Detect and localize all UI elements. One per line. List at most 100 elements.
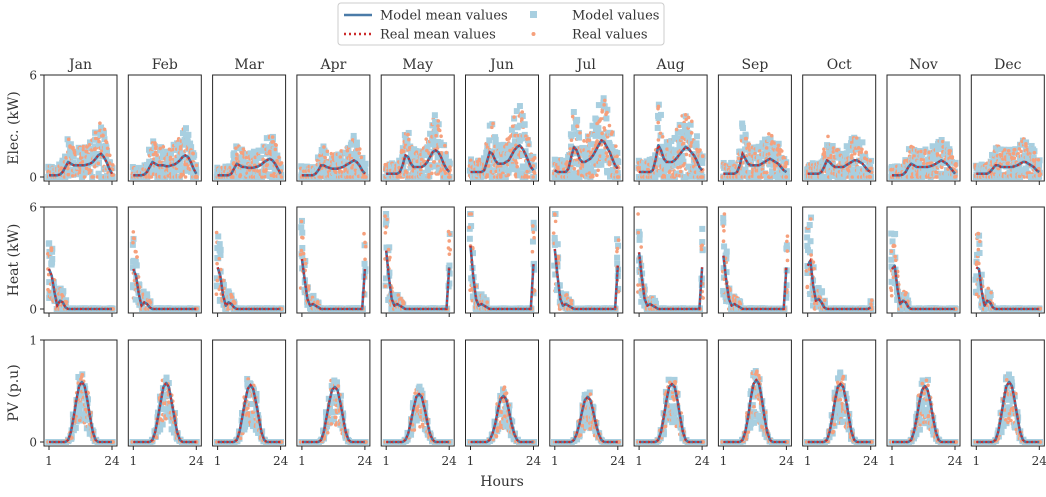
- real-value-point: [765, 146, 769, 150]
- real-value-point: [400, 150, 404, 154]
- real-value-point: [111, 163, 115, 167]
- y-tick-label: 0: [29, 171, 37, 185]
- real-value-point: [606, 154, 610, 158]
- y-tick-label: 0: [29, 303, 37, 317]
- real-value-point: [434, 134, 438, 138]
- real-value-point: [527, 143, 531, 147]
- real-value-point: [101, 133, 105, 137]
- real-value-point: [948, 149, 952, 153]
- real-value-point: [588, 171, 592, 175]
- real-value-point: [50, 246, 54, 250]
- panel-0-6: Jul: [550, 57, 623, 185]
- real-value-point: [679, 170, 683, 174]
- real-value-point: [108, 153, 112, 157]
- real-value-point: [1012, 148, 1016, 152]
- real-value-point: [936, 152, 940, 156]
- real-value-point: [106, 146, 110, 150]
- month-title: Mar: [234, 57, 264, 73]
- legend-label-model-mean: Model mean values: [380, 9, 508, 24]
- model-value-point: [432, 112, 438, 118]
- panel-1-0: 06: [29, 201, 117, 318]
- model-value-point: [354, 140, 360, 146]
- panel-0-11: Dec: [971, 57, 1044, 185]
- real-value-point: [617, 175, 621, 179]
- real-value-point: [586, 134, 590, 138]
- real-value-point: [923, 149, 927, 153]
- real-value-point: [439, 134, 443, 138]
- legend-marker-real-values: [532, 32, 536, 36]
- real-value-point: [940, 166, 944, 170]
- real-value-point: [94, 131, 98, 135]
- real-value-point: [184, 175, 188, 179]
- real-value-point: [155, 153, 159, 157]
- month-title: Apr: [320, 57, 347, 73]
- real-value-point: [1007, 149, 1011, 153]
- month-title: Aug: [656, 57, 685, 73]
- real-value-point: [951, 155, 955, 159]
- real-value-point: [150, 175, 154, 179]
- real-value-point: [169, 156, 173, 160]
- real-value-point: [158, 147, 162, 151]
- real-value-point: [239, 173, 243, 177]
- real-value-point: [779, 148, 783, 152]
- real-value-point: [419, 168, 423, 172]
- real-value-point: [605, 151, 609, 155]
- legend-label-real-values: Real values: [572, 28, 648, 43]
- real-value-point: [857, 146, 861, 150]
- real-value-point: [784, 161, 788, 165]
- model-value-point: [694, 133, 700, 139]
- real-value-point: [515, 165, 519, 169]
- real-value-point: [690, 119, 694, 123]
- real-value-point: [600, 132, 604, 136]
- model-value-point: [655, 125, 661, 131]
- real-value-point: [87, 168, 91, 172]
- model-value-point: [183, 125, 189, 131]
- model-value-point: [859, 139, 865, 145]
- real-value-point: [84, 150, 88, 154]
- model-value-point: [740, 125, 746, 131]
- real-value-point: [835, 149, 839, 153]
- real-value-point: [490, 126, 494, 130]
- panel-0-1: Feb: [128, 57, 201, 185]
- real-value-point: [67, 138, 71, 142]
- real-value-point: [595, 173, 599, 177]
- y-axis-label: Heat (kW): [6, 224, 22, 297]
- real-value-point: [265, 164, 269, 168]
- real-value-point: [326, 149, 330, 153]
- real-value-point: [81, 160, 85, 164]
- model-value-point: [595, 125, 601, 131]
- real-value-point: [436, 119, 440, 123]
- real-value-point: [661, 135, 665, 139]
- real-value-point: [79, 156, 83, 160]
- real-value-point: [675, 128, 679, 132]
- model-value-point: [573, 119, 579, 125]
- legend-label-model-values: Model values: [572, 9, 659, 24]
- real-value-point: [277, 156, 281, 160]
- month-title: Sep: [741, 57, 768, 73]
- real-value-point: [275, 159, 279, 163]
- model-value-point: [603, 115, 609, 121]
- real-value-point: [701, 154, 705, 158]
- model-value-point: [218, 247, 224, 253]
- month-title: Jul: [575, 57, 597, 73]
- real-value-point: [359, 156, 363, 160]
- real-value-point: [570, 138, 574, 142]
- real-value-point: [83, 175, 87, 179]
- real-value-point: [339, 155, 343, 159]
- real-value-point: [229, 293, 233, 297]
- real-value-point: [191, 152, 195, 156]
- real-value-point: [582, 139, 586, 143]
- panel-1-1: [128, 207, 201, 317]
- real-value-point: [575, 124, 579, 128]
- real-value-point: [668, 171, 672, 175]
- real-value-point: [131, 241, 135, 245]
- month-title: May: [402, 57, 433, 73]
- real-value-point: [919, 150, 923, 154]
- legend-marker-model-values: [530, 11, 537, 18]
- panel-0-2: Mar: [213, 57, 286, 185]
- month-title: Feb: [152, 57, 178, 73]
- real-value-point: [603, 99, 607, 103]
- real-value-point: [405, 171, 409, 175]
- model-value-point: [217, 241, 223, 247]
